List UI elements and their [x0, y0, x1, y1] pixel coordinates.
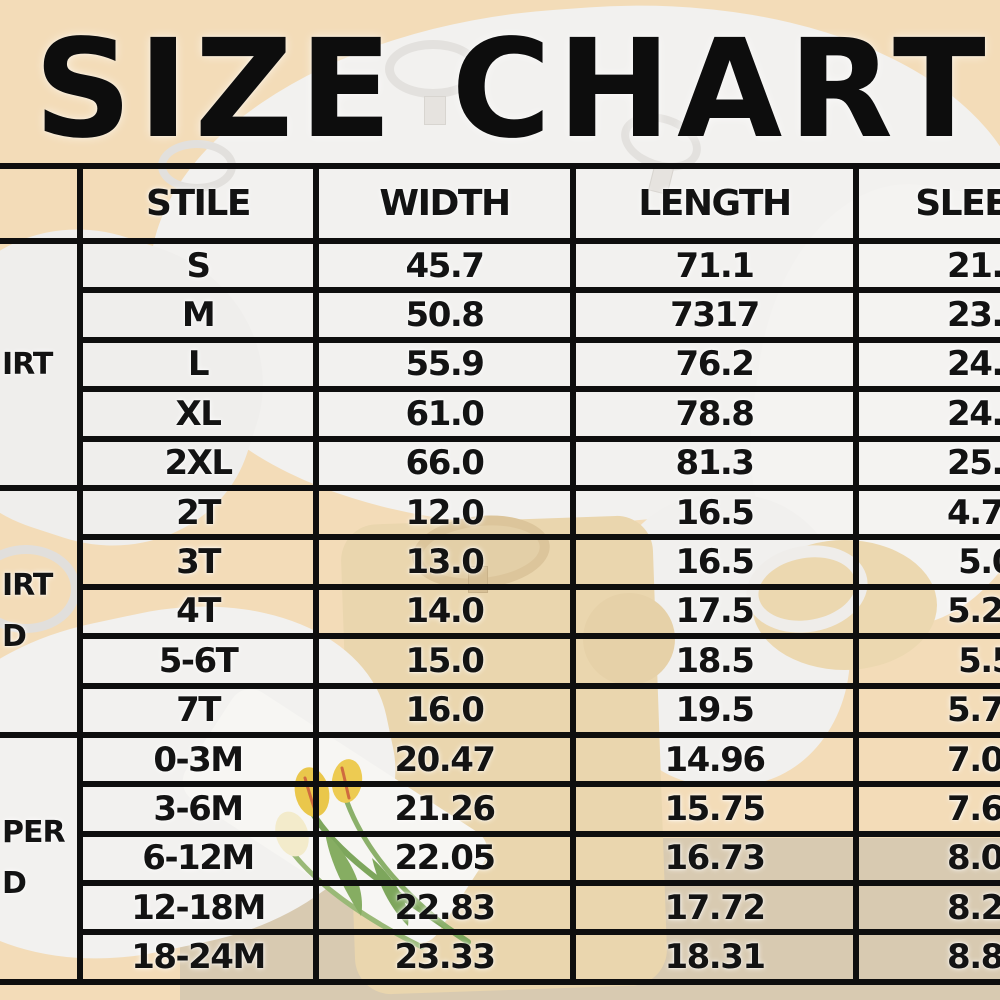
- table-row: 3-6M 21.26 15.75 7.68: [0, 781, 1000, 837]
- cell-sleeve: 5.75: [853, 682, 1000, 738]
- cell-length: 7317: [570, 287, 859, 343]
- row-group-label-line: PER: [2, 815, 66, 851]
- cell-width: 13.0: [313, 534, 576, 590]
- cell-style: L: [77, 336, 319, 393]
- cell-style: 2XL: [77, 435, 319, 491]
- cell-style: M: [77, 287, 319, 343]
- row-group-label-line: IRT: [2, 568, 53, 604]
- column-header-style: STILE: [77, 163, 319, 244]
- cell-width: 22.05: [313, 830, 576, 887]
- cell-sleeve: 21.9: [853, 237, 1000, 294]
- cell-style: 2T: [77, 484, 319, 541]
- table-row: IRT D 2T 12.0 16.5 4.75: [0, 484, 1000, 738]
- cell-sleeve: 5.25: [853, 583, 1000, 640]
- table-row: 12-18M 22.83 17.72 8.27: [0, 880, 1000, 936]
- cell-width: 61.0: [313, 386, 576, 442]
- cell-style: 3-6M: [77, 781, 319, 837]
- cell-sleeve: 4.75: [853, 484, 1000, 541]
- row-group-label-line: D: [2, 866, 27, 902]
- cell-style: S: [77, 237, 319, 294]
- cell-sleeve: 24.0: [853, 336, 1000, 393]
- cell-sleeve: 7.68: [853, 781, 1000, 837]
- cell-sleeve: 8.27: [853, 880, 1000, 936]
- cell-sleeve: 7.09: [853, 731, 1000, 788]
- size-chart-table: STILE WIDTH LENGTH SLEEVE IRT S 45.7 71.…: [0, 163, 1000, 986]
- cell-width: 14.0: [313, 583, 576, 640]
- row-group-label-adult: IRT: [0, 238, 83, 491]
- cell-style: 4T: [77, 583, 319, 640]
- table-row: IRT S 45.7 71.1 21.9: [0, 237, 1000, 491]
- table-row: 6-12M 22.05 16.73 8.03: [0, 830, 1000, 887]
- cell-width: 21.26: [313, 781, 576, 837]
- row-group-label-line: D: [2, 619, 27, 655]
- cell-style: 3T: [77, 534, 319, 590]
- table-row: 4T 14.0 17.5 5.25: [0, 583, 1000, 640]
- cell-width: 66.0: [313, 435, 576, 491]
- cell-length: 14.96: [570, 731, 859, 788]
- cell-width: 22.83: [313, 880, 576, 936]
- cell-style: 0-3M: [77, 731, 319, 788]
- cell-width: 50.8: [313, 287, 576, 343]
- row-group-label-baby: PER D: [0, 731, 83, 986]
- cell-length: 16.5: [570, 484, 859, 541]
- header-row: STILE WIDTH LENGTH SLEEVE: [0, 163, 1000, 244]
- column-header-length: LENGTH: [570, 163, 859, 244]
- table-row: 3T 13.0 16.5 5.0: [0, 534, 1000, 590]
- collar-ring-icon: [385, 40, 481, 98]
- row-group-label-line: IRT: [2, 346, 53, 382]
- cell-length: 18.5: [570, 633, 859, 689]
- cell-style: 18-24M: [77, 929, 319, 985]
- page-title: SIZE CHART: [34, 11, 992, 169]
- table-row: PER D 0-3M 20.47 14.96 7.09: [0, 731, 1000, 986]
- cell-length: 16.5: [570, 534, 859, 590]
- cell-length: 15.75: [570, 781, 859, 837]
- cell-style: XL: [77, 386, 319, 442]
- cell-length: 17.72: [570, 880, 859, 936]
- cell-sleeve: 23.3: [853, 287, 1000, 343]
- table-row: 5-6T 15.0 18.5 5.5: [0, 633, 1000, 689]
- table-row: XL 61.0 78.8 24.7: [0, 386, 1000, 442]
- cell-sleeve: 24.7: [853, 386, 1000, 442]
- cell-width: 15.0: [313, 633, 576, 689]
- cell-length: 76.2: [570, 336, 859, 393]
- table-row: 7T 16.0 19.5 5.75: [0, 682, 1000, 738]
- cell-style: 5-6T: [77, 633, 319, 689]
- cell-width: 45.7: [313, 237, 576, 294]
- table-row: M 50.8 7317 23.3: [0, 287, 1000, 343]
- table-row: L 55.9 76.2 24.0: [0, 336, 1000, 393]
- cell-width: 23.33: [313, 929, 576, 985]
- column-header-sleeve: SLEEVE: [853, 163, 1000, 244]
- table-row: 18-24M 23.33 18.31 8.86: [0, 929, 1000, 985]
- corner-cell: [0, 163, 83, 244]
- cell-length: 78.8: [570, 386, 859, 442]
- cell-width: 16.0: [313, 682, 576, 738]
- cell-length: 18.31: [570, 929, 859, 985]
- cell-length: 16.73: [570, 830, 859, 887]
- cell-width: 20.47: [313, 731, 576, 788]
- cell-sleeve: 8.86: [853, 929, 1000, 985]
- cell-length: 71.1: [570, 237, 859, 294]
- column-header-width: WIDTH: [313, 163, 576, 244]
- cell-sleeve: 5.5: [853, 633, 1000, 689]
- cell-width: 12.0: [313, 484, 576, 541]
- table-row: 2XL 66.0 81.3 25.4: [0, 435, 1000, 491]
- care-tag: [424, 96, 446, 125]
- cell-sleeve: 5.0: [853, 534, 1000, 590]
- row-group-label-toddler: IRT D: [0, 484, 83, 738]
- cell-length: 19.5: [570, 682, 859, 738]
- cell-style: 7T: [77, 682, 319, 738]
- cell-style: 12-18M: [77, 880, 319, 936]
- cell-length: 17.5: [570, 583, 859, 640]
- cell-width: 55.9: [313, 336, 576, 393]
- cell-length: 81.3: [570, 435, 859, 491]
- cell-sleeve: 25.4: [853, 435, 1000, 491]
- cell-style: 6-12M: [77, 830, 319, 887]
- cell-sleeve: 8.03: [853, 830, 1000, 887]
